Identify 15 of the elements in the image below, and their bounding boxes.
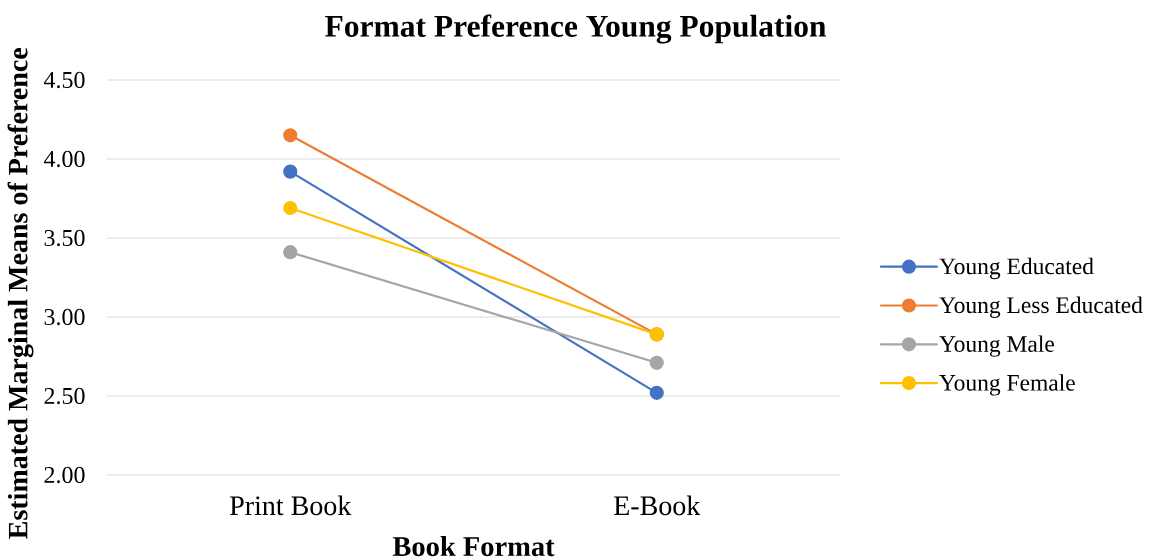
y-tick-label: 4.00 bbox=[43, 150, 85, 168]
y-axis-title: Estimated Marginal Means of Preference bbox=[7, 48, 34, 539]
legend-label: Young Less Educated bbox=[939, 296, 1143, 318]
x-tick-label: Print Book bbox=[230, 495, 352, 516]
legend-label: Young Educated bbox=[939, 257, 1094, 280]
y-tick-label: 2.50 bbox=[44, 387, 85, 405]
y-tick-label: 3.50 bbox=[44, 229, 85, 247]
legend-label: Young Male bbox=[939, 335, 1054, 357]
legend-label: Young Female bbox=[939, 374, 1075, 396]
y-tick-label: 3.00 bbox=[44, 308, 85, 326]
y-tick-label: 4.50 bbox=[43, 71, 85, 89]
chart-title: Format Preference Young Population bbox=[325, 14, 827, 44]
x-tick-label: E-Book bbox=[614, 495, 701, 516]
y-tick-label: 2.00 bbox=[44, 466, 85, 484]
x-axis-title: Book Format bbox=[392, 536, 555, 557]
